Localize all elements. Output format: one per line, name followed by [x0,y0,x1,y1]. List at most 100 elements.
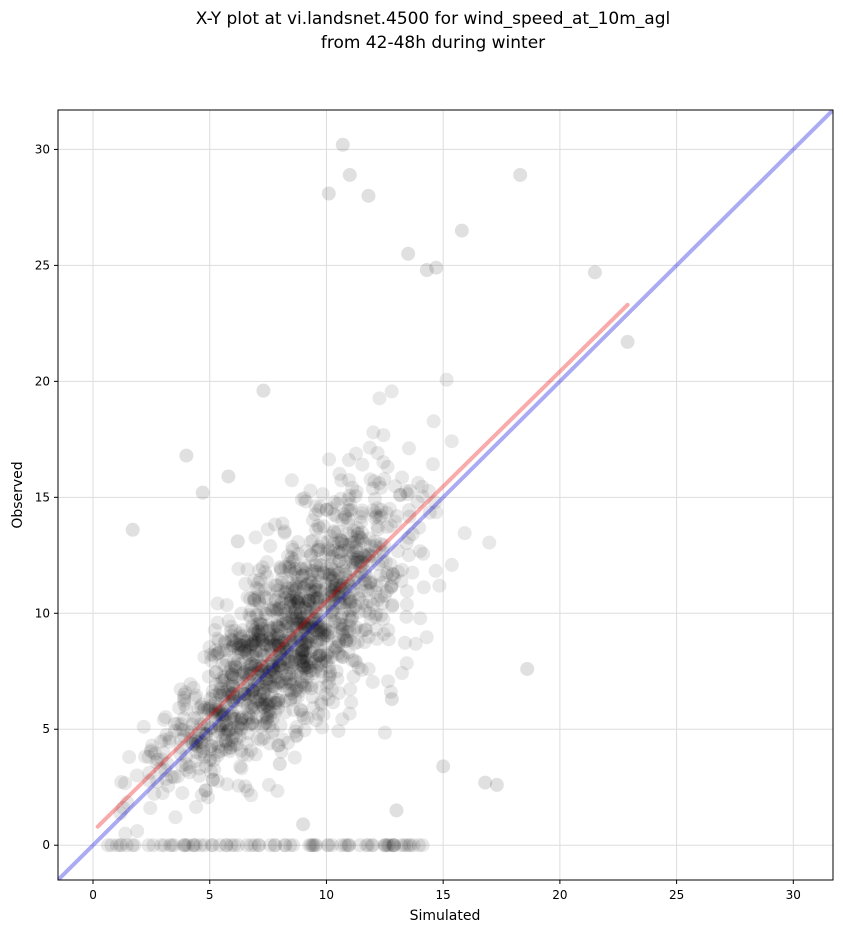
scatter-point [298,494,313,509]
scatter-point [191,701,206,716]
scatter-point [233,629,248,644]
scatter-point [332,616,347,631]
scatter-point [273,561,288,576]
scatter-point [422,505,437,520]
scatter-point [183,677,198,692]
scatter-point [264,633,279,648]
scatter-point [272,620,287,635]
scatter-point [141,838,156,853]
scatter-point [219,597,234,612]
scatter-point [373,589,388,604]
scatter-point [256,731,271,746]
scatter-point [263,582,278,597]
scatter-point [252,685,267,700]
scatter-point [224,687,239,702]
scatter-point [321,660,336,675]
scatter-point [253,664,268,679]
scatter-point [244,838,259,853]
scatter-point [196,703,211,718]
scatter-point [292,579,307,594]
scatter-point [294,658,309,673]
scatter-point [328,640,343,655]
scatter-point [247,593,262,608]
scatter-point [228,659,243,674]
scatter-point [321,838,336,853]
scatter-point [305,651,320,666]
scatter-point [154,734,169,749]
scatter-point [298,621,313,636]
scatter-point [367,474,382,489]
scatter-point [291,647,306,662]
scatter-point [358,536,373,551]
scatter-point [283,564,298,579]
scatter-point [276,633,291,648]
scatter-point [228,623,243,638]
scatter-point [270,578,285,593]
scatter-point [216,685,231,700]
scatter-point [340,624,355,639]
scatter-point [203,699,218,714]
scatter-point [239,667,254,682]
scatter-point [168,810,183,825]
scatter-point [233,721,248,736]
scatter-point [256,647,271,662]
scatter-point [436,759,451,774]
scatter-point [299,666,314,681]
scatter-point [214,743,229,758]
scatter-point [254,719,269,734]
scatter-point [212,708,227,723]
scatter-point [215,706,230,721]
scatter-point [293,606,308,621]
scatter-point [272,600,287,615]
scatter-point [296,580,311,595]
scatter-point [383,684,398,699]
scatter-point [330,496,345,511]
scatter-point [187,690,202,705]
scatter-point [268,695,283,710]
scatter-point [299,577,314,592]
scatter-point [256,686,271,701]
scatter-point [318,687,333,702]
scatter-point [300,617,315,632]
scatter-point [248,530,263,545]
scatter-point [287,583,302,598]
scatter-point [271,655,286,670]
scatter-point [256,383,271,398]
scatter-point [226,653,241,668]
scatter-point [214,688,229,703]
scatter-point [248,632,263,647]
scatter-point [234,606,249,621]
scatter-point [325,604,340,619]
scatter-point [218,734,233,749]
scatter-point [380,520,395,535]
scatter-point [346,582,361,597]
scatter-point [220,723,235,738]
scatter-point [380,838,395,853]
data-points [100,137,635,853]
scatter-point [391,564,406,579]
scatter-point [240,748,255,763]
scatter-point [380,459,395,474]
scatter-point [386,838,401,853]
scatter-point [293,606,308,621]
scatter-point [298,594,313,609]
scatter-point [311,503,326,518]
scatter-point [234,761,249,776]
scatter-point [394,470,409,485]
scatter-point [327,588,342,603]
scatter-point [221,614,236,629]
scatter-point [342,537,357,552]
scatter-point [318,581,333,596]
scatter-point [284,666,299,681]
scatter-point [401,548,416,563]
scatter-point [224,710,239,725]
scatter-point [290,594,305,609]
scatter-point [296,581,311,596]
scatter-point [323,612,338,627]
scatter-point [316,565,331,580]
scatter-point [379,505,394,520]
scatter-point [306,601,321,616]
scatter-point [213,676,228,691]
scatter-point [237,687,252,702]
scatter-point [374,480,389,495]
